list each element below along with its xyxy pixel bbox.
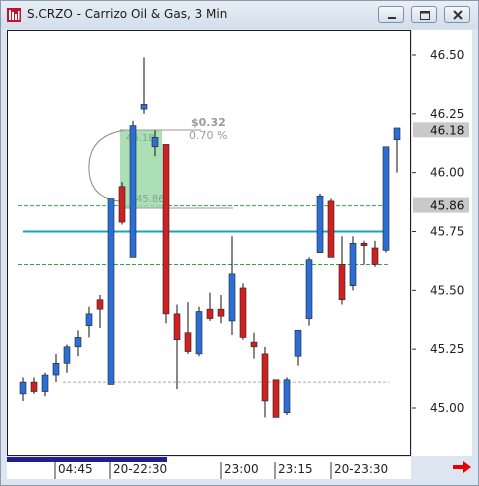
restore-button[interactable] <box>411 6 437 23</box>
price-lines <box>18 205 389 383</box>
scroll-right-arrow-icon[interactable] <box>452 460 472 474</box>
measure-change-label: $0.32 <box>191 116 226 129</box>
candle-body <box>272 379 280 418</box>
time-tick-label: 23:00 <box>224 462 259 476</box>
candle-body <box>41 374 49 392</box>
candle-body <box>85 313 93 326</box>
close-button[interactable] <box>444 6 470 23</box>
current-price-badge <box>413 122 469 138</box>
measure-top-price-label: 46.18 <box>126 133 155 144</box>
restore-icon <box>420 11 430 20</box>
chart-app-icon <box>7 8 21 22</box>
minimize-button[interactable] <box>378 6 404 23</box>
chart-plot-area[interactable]: $0.32 0.70 % 46.18 45.86 <box>7 30 411 456</box>
candle-body <box>360 242 368 246</box>
close-icon <box>453 10 463 20</box>
candle-body <box>74 337 82 348</box>
candle-body <box>206 308 214 319</box>
time-tick-label: 20-23:30 <box>334 462 388 476</box>
candle-body <box>129 125 137 258</box>
candle-body <box>283 379 291 414</box>
current-price-label: 46.18 <box>430 123 464 137</box>
time-tick-label: 23:15 <box>278 462 313 476</box>
price-tick-label: 45.25 <box>430 342 464 356</box>
candlestick-chart[interactable]: $0.32 0.70 % 46.18 45.86 <box>8 31 410 455</box>
time-axis-svg: 04:45 20-22:30 23:00 23:15 20-23:30 <box>7 457 388 479</box>
candle-body <box>338 264 346 301</box>
candle-body <box>162 144 170 315</box>
price-tick-label: 45.75 <box>430 225 464 239</box>
candle-body <box>195 311 203 355</box>
candle-body <box>118 186 126 223</box>
candle-body <box>140 104 148 110</box>
price-tick-label: 46.50 <box>430 48 464 62</box>
candle-body <box>305 259 313 319</box>
window-title: S.CRZO - Carrizo Oil & Gas, 3 Min <box>27 7 228 21</box>
candle-body <box>393 127 401 141</box>
price-axis: 46.50 46.25 46.00 45.75 45.50 45.25 45.00 46.18… <box>412 30 472 456</box>
measure-percent-label: 0.70 % <box>189 129 227 142</box>
marker-price-label: 45.86 <box>430 199 464 213</box>
candle-body <box>239 287 247 338</box>
candle-body <box>371 247 379 265</box>
scroll-position-bar[interactable] <box>7 457 167 462</box>
price-tick-label: 46.25 <box>430 107 464 121</box>
candle-body <box>96 299 104 310</box>
candle-body <box>294 330 302 357</box>
candle-body <box>184 332 192 352</box>
candle-body <box>19 381 27 395</box>
candle-body <box>52 362 60 376</box>
candle-body <box>349 242 357 286</box>
candle-body <box>316 195 324 253</box>
measure-arc <box>88 129 126 202</box>
marker-price-badge <box>413 197 469 213</box>
price-axis-svg: 46.50 46.25 46.00 45.75 45.50 45.25 45.00 46.18… <box>412 48 469 415</box>
price-tick-label: 46.00 <box>430 166 464 180</box>
candle-body <box>151 137 159 148</box>
price-tick-label: 45.00 <box>430 401 464 415</box>
candle-body <box>107 198 115 385</box>
time-tick-label: 04:45 <box>58 462 93 476</box>
candle-body <box>217 308 225 317</box>
time-tick-label: 20-22:30 <box>113 462 167 476</box>
candle-body <box>382 146 390 251</box>
candle-body <box>327 200 335 258</box>
time-axis: 04:45 20-22:30 23:00 23:15 20-23:30 <box>7 457 411 479</box>
candle-body <box>30 381 38 392</box>
minimize-icon <box>388 17 396 19</box>
measure-tool[interactable]: $0.32 0.70 % 46.18 45.86 <box>88 116 233 209</box>
candle-body <box>173 313 181 341</box>
measure-bottom-price-label: 45.86 <box>136 194 165 205</box>
candle-body <box>261 353 269 402</box>
candle-body <box>228 273 236 322</box>
candle-body <box>250 341 258 348</box>
price-tick-label: 45.50 <box>430 283 464 297</box>
title-bar[interactable]: S.CRZO - Carrizo Oil & Gas, 3 Min <box>1 1 478 29</box>
candles <box>19 57 401 418</box>
candle-body <box>63 346 71 364</box>
